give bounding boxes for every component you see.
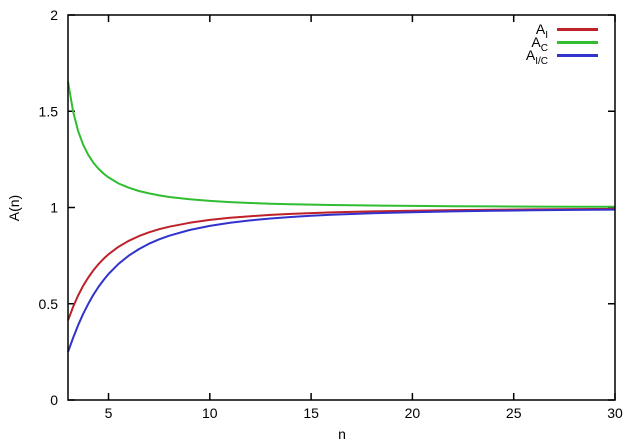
legend-item-A_I/C: AI/C bbox=[525, 47, 598, 67]
y-axis-title: A(n) bbox=[6, 194, 22, 222]
y-tick-label: 2 bbox=[50, 7, 58, 23]
y-tick-label: 0.5 bbox=[39, 296, 59, 312]
plot-border bbox=[67, 14, 616, 401]
y-tick-label: 0 bbox=[50, 392, 58, 408]
y-tick-label: 1.5 bbox=[39, 103, 59, 119]
legend-line-sample bbox=[557, 54, 598, 57]
series-line-A_I/C bbox=[67, 208, 616, 353]
series-line-A_I bbox=[67, 207, 616, 321]
legend-label: AI/C bbox=[525, 47, 548, 67]
legend-label: AI bbox=[535, 21, 548, 41]
y-tick-label: 1 bbox=[50, 200, 58, 216]
legend-item-A_C: AC bbox=[526, 34, 598, 54]
x-tick-label: 10 bbox=[202, 405, 218, 421]
legend-line-sample bbox=[557, 41, 598, 44]
legend-item-A_I: AI bbox=[526, 21, 598, 41]
x-axis-title: n bbox=[338, 426, 346, 442]
legend-line-sample bbox=[557, 28, 598, 31]
x-tick-label: 5 bbox=[105, 405, 113, 421]
x-tick-label: 15 bbox=[303, 405, 319, 421]
x-tick-label: 25 bbox=[506, 405, 522, 421]
legend-label: AC bbox=[531, 34, 548, 54]
x-tick-label: 20 bbox=[405, 405, 421, 421]
x-tick-label: 30 bbox=[607, 405, 623, 421]
legend: AI AC AI/C bbox=[525, 21, 598, 67]
series-line-A_C bbox=[67, 81, 616, 208]
